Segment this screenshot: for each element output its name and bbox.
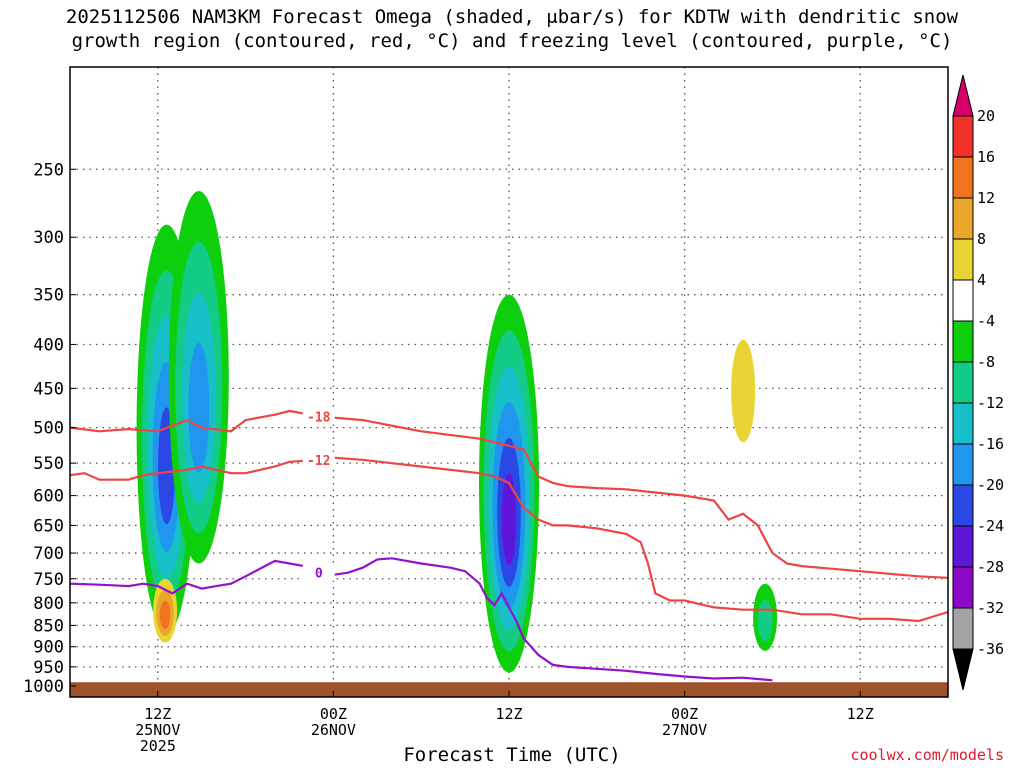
x-axis-title: Forecast Time (UTC): [403, 744, 621, 766]
omega-area-1-level-3: [188, 342, 210, 473]
y-tick-label-600: 600: [33, 487, 64, 507]
x-tick-label-3-0: 00Z: [671, 705, 698, 723]
omega-area-4-level-2: [159, 600, 171, 630]
colorbar-label--20: -20: [977, 476, 1004, 494]
axis-layer: 2503003504004505005506006507007508008509…: [23, 160, 874, 755]
colorbar-label-4: 4: [977, 271, 986, 289]
colorbar-segment-6: [952, 320, 974, 363]
contour-line-2: [70, 557, 773, 682]
colorbar-label--16: -16: [977, 435, 1004, 453]
colorbar-bottom-arrow: [952, 648, 974, 691]
colorbar-label-12: 12: [977, 189, 995, 207]
y-tick-label-250: 250: [33, 160, 64, 180]
colorbar-segment-2: [952, 156, 974, 199]
colorbar-label--4: -4: [977, 312, 995, 330]
colorbar-label-16: 16: [977, 148, 995, 166]
colorbar-label--24: -24: [977, 517, 1004, 535]
y-tick-label-400: 400: [33, 335, 64, 355]
contour-label-1: -12: [307, 454, 330, 469]
contour-label-layer: -18 -12 0: [302, 408, 335, 582]
y-tick-label-350: 350: [33, 286, 64, 306]
y-tick-label-450: 450: [33, 379, 64, 399]
contour-label-bg-0: [302, 408, 335, 425]
colorbar-segment-4: [952, 238, 974, 281]
omega-area-2-level-5: [501, 473, 517, 566]
colorbar-segment-7: [952, 361, 974, 404]
colorbar-segment-1: [952, 115, 974, 158]
colorbar-label--28: -28: [977, 558, 1004, 576]
chart-title-line-1: 2025112506 NAM3KM Forecast Omega (shaded…: [65, 6, 959, 28]
terrain-fill: [70, 682, 948, 697]
colorbar-segment-9: [952, 443, 974, 486]
x-tick-label-1-0: 00Z: [320, 705, 347, 723]
colorbar-label--32: -32: [977, 599, 1004, 617]
omega-area-5-level-0: [731, 339, 756, 443]
y-tick-label-500: 500: [33, 419, 64, 439]
contour-label-0: -18: [307, 410, 331, 425]
omega-area-3-level-1: [757, 599, 773, 642]
x-tick-label-2-0: 12Z: [495, 705, 522, 723]
y-tick-label-650: 650: [33, 516, 64, 536]
y-tick-label-550: 550: [33, 454, 64, 474]
colorbar-label--8: -8: [977, 353, 995, 371]
y-tick-label-850: 850: [33, 616, 64, 636]
contour-label-bg-1: [302, 451, 335, 468]
colorbar-segment-10: [952, 484, 974, 527]
contour-label-2: 0: [315, 567, 323, 582]
site-credit[interactable]: coolwx.com/models: [850, 746, 1004, 764]
colorbar-segment-12: [952, 566, 974, 609]
x-tick-label-0-2: 2025: [140, 737, 176, 755]
y-tick-label-950: 950: [33, 658, 64, 678]
y-tick-label-750: 750: [33, 570, 64, 590]
contour-line-1: [70, 456, 948, 623]
colorbar-segment-8: [952, 402, 974, 445]
x-tick-label-1-1: 26NOV: [311, 721, 356, 739]
colorbar-label-8: 8: [977, 230, 986, 248]
y-tick-label-300: 300: [33, 228, 64, 248]
x-tick-label-3-1: 27NOV: [662, 721, 707, 739]
colorbar-label-20: 20: [977, 107, 995, 125]
colorbar-segment-5: [952, 279, 974, 322]
y-tick-label-1000: 1000: [23, 677, 64, 697]
x-tick-label-4-0: 12Z: [847, 705, 874, 723]
y-tick-label-800: 800: [33, 594, 64, 614]
y-tick-label-900: 900: [33, 638, 64, 658]
x-tick-label-0-1: 25NOV: [135, 721, 180, 739]
terrain-layer: [70, 682, 948, 697]
colorbar-segment-11: [952, 525, 974, 568]
colorbar: 20 16 12 8 4 -4 -8 -12 -16 -20 -24 -28 -32 -36: [952, 74, 1004, 691]
colorbar-label--12: -12: [977, 394, 1004, 412]
contour-line-0: [70, 409, 948, 579]
y-tick-label-700: 700: [33, 544, 64, 564]
x-tick-label-0-0: 12Z: [144, 705, 171, 723]
colorbar-segment-13: [952, 607, 974, 650]
chart-title-line-2: growth region (contoured, red, °C) and f…: [71, 30, 953, 52]
contour-layer: [70, 409, 948, 682]
contour-label-bg-2: [302, 564, 335, 581]
colorbar-label--36: -36: [977, 640, 1004, 658]
colorbar-segment-3: [952, 197, 974, 240]
grid-layer: [70, 67, 948, 697]
colorbar-top-arrow: [952, 74, 974, 117]
